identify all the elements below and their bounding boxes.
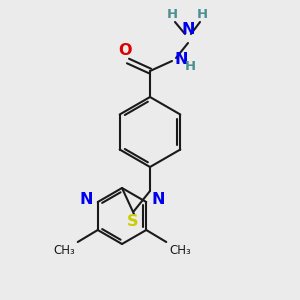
Text: N: N [181, 22, 195, 37]
Text: S: S [127, 214, 139, 229]
Text: N: N [151, 193, 165, 208]
Text: H: H [185, 59, 196, 73]
Text: H: H [196, 8, 208, 21]
Text: CH₃: CH₃ [53, 244, 75, 257]
Text: N: N [79, 193, 93, 208]
Text: CH₃: CH₃ [169, 244, 191, 257]
Text: O: O [118, 43, 132, 58]
Text: N: N [174, 52, 188, 68]
Text: H: H [167, 8, 178, 21]
